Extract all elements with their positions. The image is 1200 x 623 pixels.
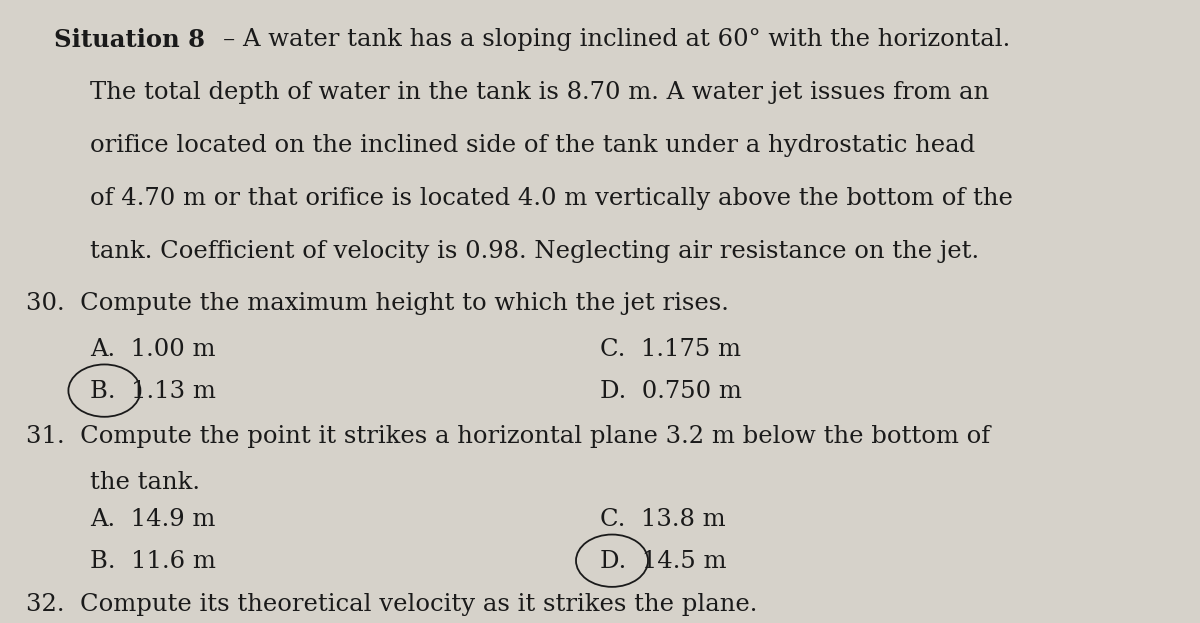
Text: of 4.70 m or that orifice is located 4.0 m vertically above the bottom of the: of 4.70 m or that orifice is located 4.0… <box>90 187 1013 210</box>
Text: tank. Coefficient of velocity is 0.98. Neglecting air resistance on the jet.: tank. Coefficient of velocity is 0.98. N… <box>90 240 979 263</box>
Text: A.  14.9 m: A. 14.9 m <box>90 508 215 531</box>
Text: the tank.: the tank. <box>90 471 200 494</box>
Text: 31.  Compute the point it strikes a horizontal plane 3.2 m below the bottom of: 31. Compute the point it strikes a horiz… <box>26 425 990 448</box>
Text: orifice located on the inclined side of the tank under a hydrostatic head: orifice located on the inclined side of … <box>90 134 976 157</box>
Text: C.  13.8 m: C. 13.8 m <box>600 508 726 531</box>
Text: C.  1.175 m: C. 1.175 m <box>600 338 742 361</box>
Text: – A water tank has a sloping inclined at 60° with the horizontal.: – A water tank has a sloping inclined at… <box>223 28 1010 51</box>
Text: D.  0.750 m: D. 0.750 m <box>600 380 742 403</box>
Text: 32.  Compute its theoretical velocity as it strikes the plane.: 32. Compute its theoretical velocity as … <box>26 593 757 616</box>
Text: Situation 8: Situation 8 <box>54 28 205 52</box>
Text: B.  11.6 m: B. 11.6 m <box>90 550 216 573</box>
Text: B.  1.13 m: B. 1.13 m <box>90 380 216 403</box>
Text: D.  14.5 m: D. 14.5 m <box>600 550 726 573</box>
Text: 30.  Compute the maximum height to which the jet rises.: 30. Compute the maximum height to which … <box>26 292 730 315</box>
Text: The total depth of water in the tank is 8.70 m. A water jet issues from an: The total depth of water in the tank is … <box>90 81 989 104</box>
Text: A.  1.00 m: A. 1.00 m <box>90 338 216 361</box>
